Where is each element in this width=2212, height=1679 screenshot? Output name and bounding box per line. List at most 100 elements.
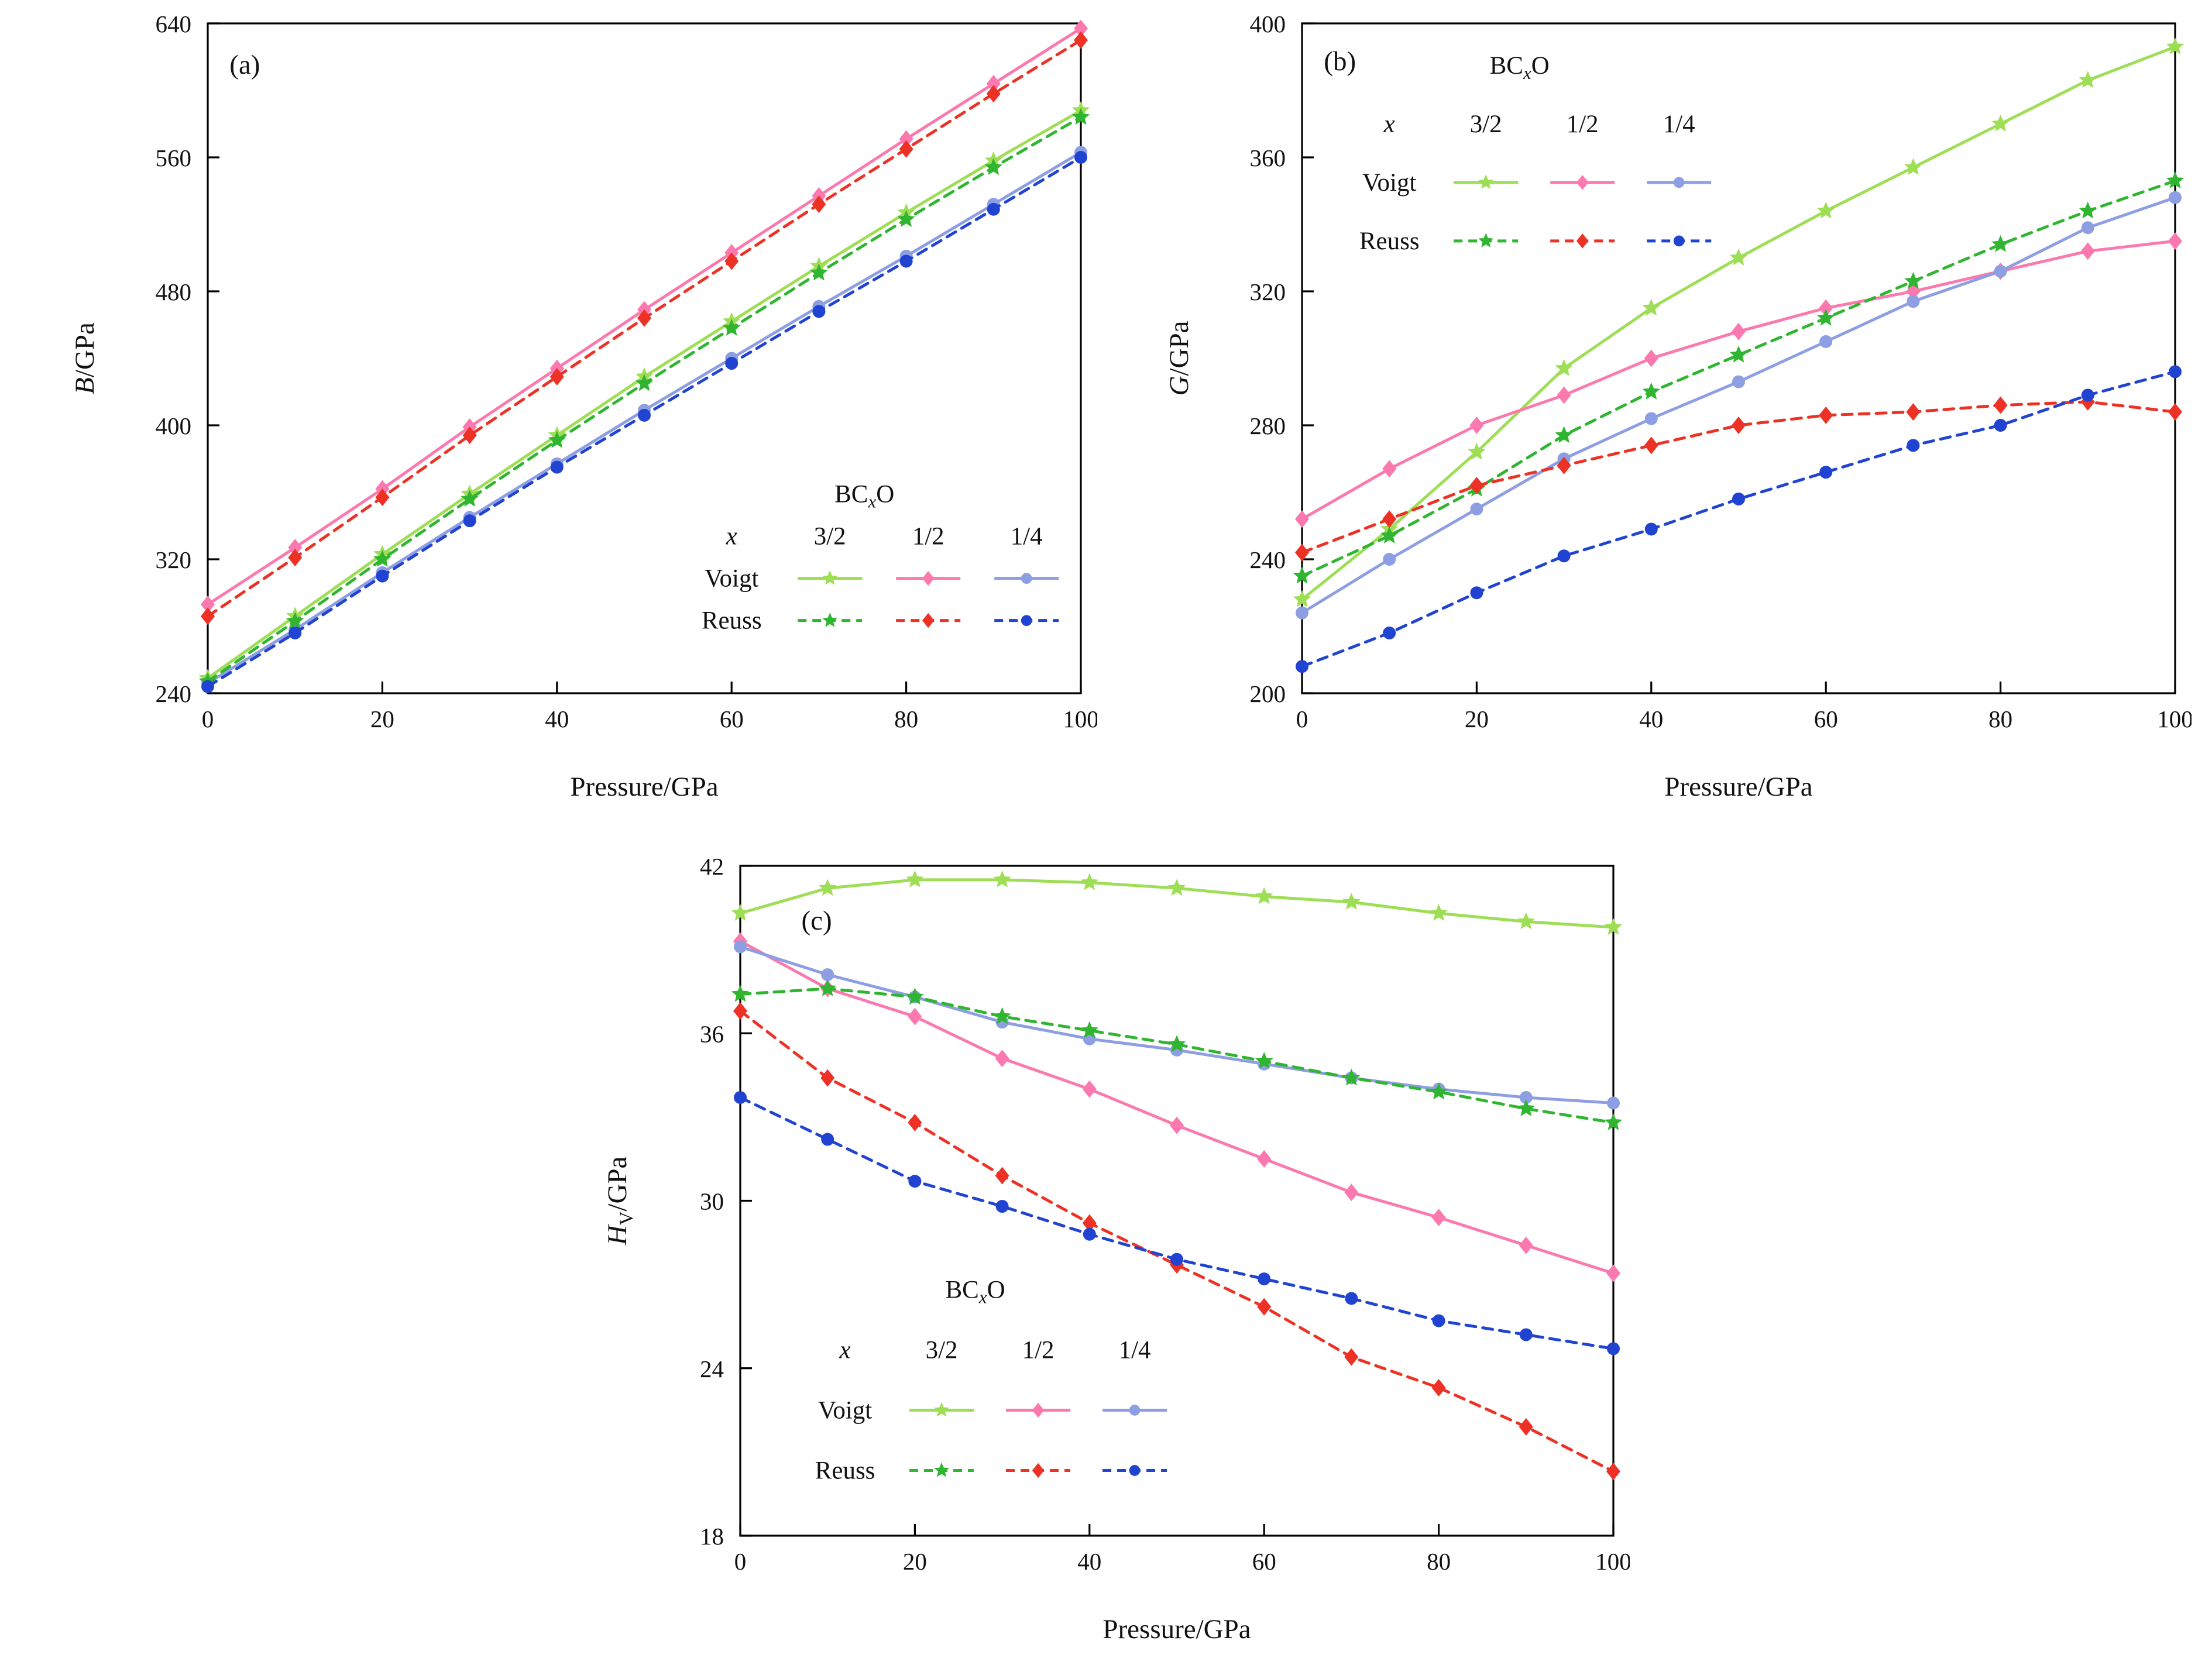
y-tick-label: 36 <box>700 1020 724 1047</box>
circle-marker <box>734 1090 747 1104</box>
star-marker <box>819 979 837 996</box>
circle-marker <box>1470 586 1483 600</box>
x-tick-label: 100 <box>1595 1548 1630 1575</box>
x-tick-label: 80 <box>1988 706 2012 732</box>
star-marker <box>1430 1082 1448 1100</box>
y-axis-label: HV/GPa <box>602 1156 637 1246</box>
diamond-marker <box>812 195 826 214</box>
diamond-marker <box>1606 1264 1620 1282</box>
diamond-marker <box>375 488 390 507</box>
panel-label: (a) <box>229 50 260 80</box>
series-reuss-x-1-2 <box>201 31 1088 625</box>
y-tick-label: 280 <box>1250 412 1286 439</box>
y-tick-label: 320 <box>156 546 192 573</box>
y-tick-label: 240 <box>156 680 192 707</box>
star-marker <box>1991 235 2010 252</box>
x-tick-label: 80 <box>894 706 918 732</box>
x-axis-label: Pressure/GPa <box>1102 1614 1251 1644</box>
series-reuss-x-1-4 <box>201 151 1087 693</box>
diamond-marker <box>1469 477 1484 495</box>
series-voigt-x-3-2 <box>1293 37 2184 607</box>
axes: 0 20 40 60 80 100 18 24 30 36 42 <box>700 853 1631 1575</box>
circle-marker <box>1083 1227 1096 1241</box>
star-marker <box>1478 233 1494 247</box>
star-marker <box>1555 426 1573 443</box>
star-marker <box>2079 71 2097 88</box>
legend-col-header: 1/4 <box>1011 523 1043 551</box>
star-marker <box>906 870 924 887</box>
axes: 0 20 40 60 80 100 200 240 280 320 360 400 <box>1250 11 2193 732</box>
diamond-marker <box>2080 242 2095 260</box>
x-tick-label: 0 <box>202 706 214 732</box>
diamond-marker <box>1382 510 1397 528</box>
diamond-marker <box>1993 396 2008 414</box>
star-marker <box>1255 1052 1273 1069</box>
circle-marker <box>463 514 476 528</box>
diamond-marker <box>995 1167 1009 1185</box>
legend-row-label: Reuss <box>702 607 762 635</box>
circle-marker <box>1732 492 1745 505</box>
diamond-marker <box>1469 417 1484 434</box>
diamond-marker <box>1295 510 1309 528</box>
circle-marker <box>1470 503 1483 516</box>
diamond-marker <box>820 1069 835 1087</box>
x-tick-label: 60 <box>720 706 744 732</box>
diamond-marker <box>1606 1463 1620 1481</box>
diamond-marker <box>1074 31 1088 49</box>
circle-marker <box>550 460 564 474</box>
diamond-marker <box>1557 386 1571 404</box>
diamond-marker <box>1032 1402 1045 1418</box>
diamond-marker <box>462 426 477 445</box>
diamond-marker <box>922 613 935 628</box>
star-marker <box>819 879 837 896</box>
diamond-marker <box>1819 406 1833 424</box>
x-tick-label: 100 <box>1063 706 1097 732</box>
circle-marker <box>1129 1465 1141 1476</box>
diamond-marker <box>1819 299 1833 317</box>
star-marker <box>1642 298 1660 316</box>
circle-marker <box>1432 1314 1445 1327</box>
legend-title: BCxO <box>834 481 894 512</box>
star-marker <box>1342 1068 1361 1086</box>
y-tick-label: 24 <box>700 1355 724 1382</box>
legend: BCxO x 3/2 1/2 1/4 Voigt Reuss <box>815 1277 1167 1485</box>
star-marker <box>2166 37 2184 54</box>
circle-marker <box>1296 606 1308 620</box>
circle-marker <box>908 1175 922 1188</box>
y-tick-label: 320 <box>1250 278 1286 305</box>
diamond-marker <box>1557 456 1571 474</box>
series-reuss-x-3-2 <box>731 979 1623 1130</box>
circle-marker <box>1907 439 1920 452</box>
star-marker <box>286 611 304 629</box>
circle-marker <box>1819 335 1833 348</box>
x-tick-label: 0 <box>734 1548 747 1575</box>
circle-marker <box>995 1200 1009 1213</box>
circle-marker <box>288 626 302 639</box>
x-axis-label: Pressure/GPa <box>570 772 718 802</box>
star-marker <box>1817 201 1835 219</box>
legend-title: BCxO <box>1490 52 1550 83</box>
star-marker <box>1167 879 1186 896</box>
star-marker <box>1642 382 1660 400</box>
diamond-marker <box>1732 417 1746 434</box>
diamond-marker <box>1576 175 1589 190</box>
star-marker <box>1342 893 1361 910</box>
x-tick-label: 100 <box>2157 706 2192 732</box>
diamond-marker <box>1576 233 1589 249</box>
diamond-marker <box>2168 403 2182 421</box>
star-marker <box>993 870 1011 887</box>
panel-label: (b) <box>1324 46 1356 77</box>
star-marker <box>548 431 566 448</box>
circle-marker <box>812 305 826 318</box>
circle-marker <box>1021 573 1032 584</box>
circle-marker <box>1644 412 1658 425</box>
circle-marker <box>1519 1090 1533 1104</box>
circle-marker <box>1383 626 1396 639</box>
diamond-marker <box>637 309 651 327</box>
star-marker <box>822 570 838 585</box>
diamond-marker <box>899 130 913 148</box>
x-tick-label: 60 <box>1814 706 1838 732</box>
legend-row-label: Reuss <box>1359 228 1420 255</box>
diamond-marker <box>1257 1298 1272 1316</box>
diamond-marker <box>1906 403 1921 421</box>
